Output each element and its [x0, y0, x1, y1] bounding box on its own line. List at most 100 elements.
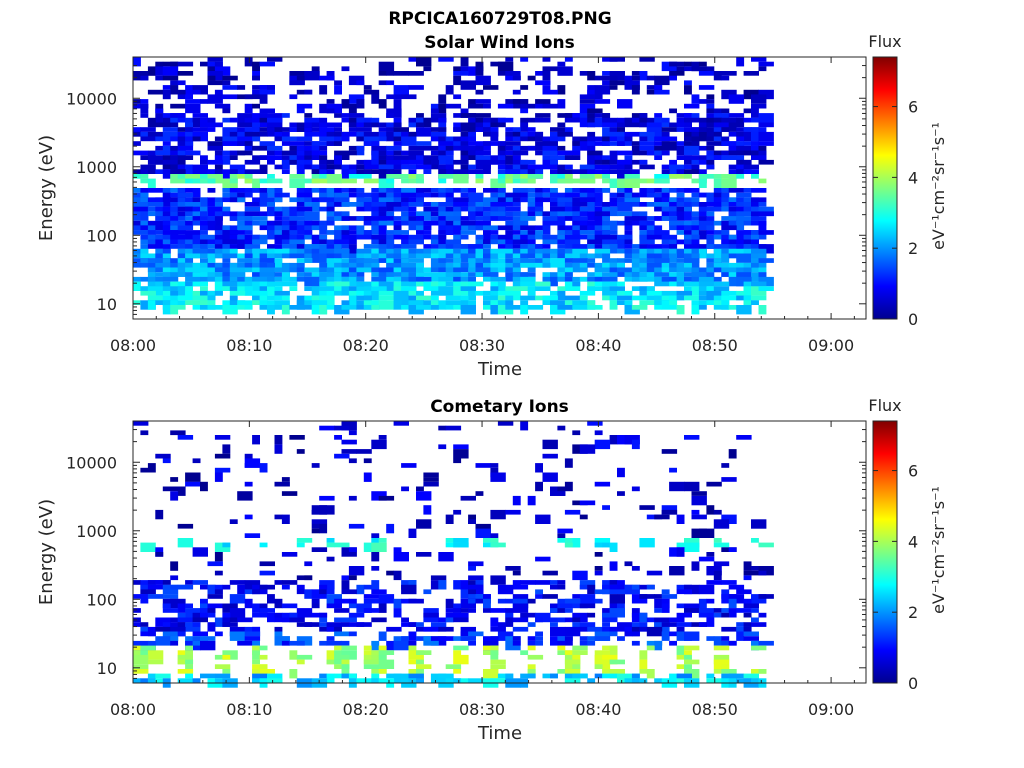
heatmap-cell [579, 230, 596, 235]
heatmap-cell [274, 258, 283, 268]
heatmap-cell [579, 626, 588, 632]
heatmap-cell [460, 188, 469, 193]
heatmap-cell [743, 276, 752, 287]
heatmap-cell [192, 113, 208, 118]
heatmap-cell [751, 155, 767, 160]
heatmap-cell [728, 188, 745, 193]
heatmap-cell [751, 295, 767, 301]
heatmap-cell [713, 136, 722, 142]
heatmap-cell [572, 258, 588, 263]
heatmap-cell [177, 262, 186, 268]
heatmap-cell [698, 178, 707, 188]
heatmap-cell [445, 150, 454, 156]
heatmap-cell [557, 225, 566, 235]
heatmap-cell [267, 295, 275, 301]
heatmap-cell [393, 71, 409, 76]
heatmap-cell [743, 636, 759, 641]
heatmap-cell [341, 66, 350, 72]
heatmap-cell [356, 584, 365, 595]
heatmap-cell [237, 197, 246, 203]
heatmap-cell [319, 122, 328, 128]
heatmap-cell [438, 234, 447, 240]
heatmap-cell [281, 159, 290, 170]
heatmap-cell [564, 458, 573, 468]
heatmap-cell [289, 159, 298, 165]
heatmap-cell [348, 75, 365, 86]
heatmap-cell [631, 305, 648, 310]
x-tick-label: 08:20 [343, 336, 389, 355]
heatmap-cell [416, 141, 432, 146]
heatmap-cell [177, 631, 186, 637]
heatmap-cell [505, 267, 514, 273]
heatmap-cell [572, 617, 581, 623]
heatmap-cell [289, 617, 305, 623]
heatmap-cell [289, 145, 298, 151]
heatmap-cell [669, 75, 677, 81]
heatmap-cell [587, 272, 596, 277]
heatmap-cell [378, 594, 395, 604]
heatmap-cell [334, 141, 342, 146]
heatmap-cell [267, 225, 275, 235]
heatmap-cell [192, 127, 208, 132]
heatmap-cell [348, 575, 357, 581]
heatmap-cell [289, 94, 298, 100]
heatmap-cell [155, 636, 171, 646]
heatmap-cell [259, 113, 268, 118]
heatmap-cell [222, 211, 231, 217]
heatmap-cell [654, 188, 663, 193]
heatmap-cell [713, 174, 722, 179]
heatmap-cell [572, 202, 588, 207]
heatmap-cell [453, 71, 469, 76]
colorbar [872, 56, 898, 320]
y-tick-label: 10 [97, 295, 117, 314]
heatmap-cell [229, 248, 238, 254]
heatmap-cell [438, 267, 447, 273]
heatmap-cell [676, 645, 685, 655]
heatmap-cell [259, 164, 268, 174]
heatmap-cell [527, 230, 536, 235]
heatmap-cell [416, 664, 432, 669]
heatmap-cell [408, 239, 424, 245]
heatmap-cell [416, 248, 424, 254]
heatmap-cell [624, 290, 633, 296]
heatmap-cell [520, 57, 529, 62]
heatmap-cell [393, 230, 409, 235]
heatmap-cell [468, 220, 476, 226]
heatmap-cell [229, 272, 246, 277]
heatmap-cell [177, 71, 194, 76]
heatmap-cell [185, 659, 193, 665]
heatmap-cell [445, 192, 454, 198]
heatmap-cell [587, 145, 596, 156]
heatmap-cell [713, 220, 722, 226]
heatmap-cell [527, 174, 544, 179]
heatmap-cell [721, 295, 737, 301]
heatmap-cell [490, 216, 499, 221]
heatmap-cell [676, 514, 685, 524]
heatmap-cell [475, 491, 484, 496]
heatmap-cell [706, 300, 715, 305]
heatmap-cell [416, 230, 424, 235]
heatmap-cell [416, 305, 432, 310]
heatmap-cell [416, 197, 424, 203]
x-tick-label: 08:50 [692, 700, 738, 719]
heatmap-cell [587, 244, 596, 249]
heatmap-cell [371, 542, 387, 552]
heatmap-cell [274, 514, 283, 520]
heatmap-cell [296, 103, 313, 109]
heatmap-cell [453, 650, 462, 655]
heatmap-cell [393, 547, 402, 552]
heatmap-cell [490, 636, 499, 641]
heatmap-cell [162, 122, 171, 128]
heatmap-cell [363, 131, 380, 137]
heatmap-cell [363, 169, 372, 174]
x-tick-label: 08:00 [110, 700, 156, 719]
heatmap-cell [512, 244, 521, 249]
heatmap-cell [698, 598, 707, 609]
heatmap-cell [743, 561, 752, 571]
heatmap-cell [527, 169, 536, 174]
heatmap-cell [200, 225, 208, 231]
heatmap-cell [483, 103, 491, 109]
heatmap-cell [661, 603, 670, 613]
heatmap-cell [736, 608, 752, 613]
x-tick-label: 08:30 [459, 700, 505, 719]
